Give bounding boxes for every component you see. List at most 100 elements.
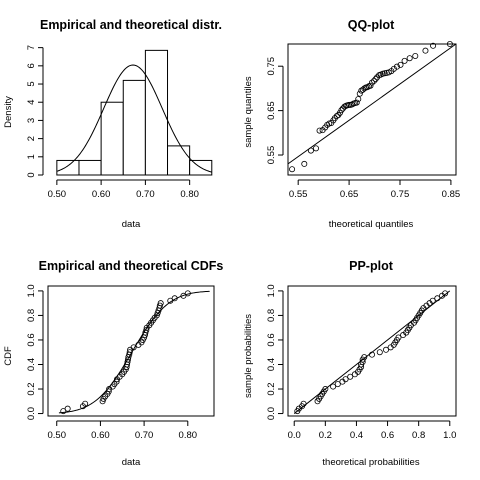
qq-plot-panel: QQ-plot theoretical quantiles sample qua… — [243, 18, 460, 230]
cdf-x-tick-label: 0.60 — [91, 430, 110, 441]
qq-data-point — [316, 127, 323, 134]
cdf-plot-frame — [47, 285, 215, 417]
qq-data-point — [307, 147, 314, 154]
qq-data-point — [446, 41, 453, 48]
cdf-y-tick-label: 0.2 — [26, 382, 37, 395]
cdf-data-point — [64, 405, 71, 412]
density-y-tick-label: 6 — [26, 63, 37, 68]
cdf-data-point — [167, 297, 174, 304]
cdf-title: Empirical and theoretical CDFs — [39, 259, 224, 273]
qq-data-point — [338, 107, 345, 114]
pp-x-tick-label: 0.8 — [412, 430, 425, 441]
density-y-tick-label: 3 — [26, 118, 37, 123]
cdf-panel: Empirical and theoretical CDFs data CDF … — [3, 259, 223, 468]
qq-data-point — [353, 99, 360, 106]
pp-ylabel: sample probabilities — [243, 314, 254, 398]
density-x-tick-label: 0.80 — [180, 189, 199, 200]
qq-data-point — [356, 90, 363, 97]
pp-data-point — [368, 351, 375, 358]
pp-data-point — [361, 354, 368, 361]
density-histogram-bar — [56, 159, 80, 176]
density-xlabel: data — [122, 219, 141, 230]
cdf-data-point — [171, 295, 178, 302]
qq-data-point — [312, 145, 319, 152]
density-y-tick-label: 7 — [26, 45, 37, 50]
pp-y-tick-label: 0.6 — [266, 333, 277, 346]
pp-data-point — [347, 373, 354, 380]
pp-data-point — [322, 386, 329, 393]
qq-data-point — [364, 84, 371, 91]
cdf-data-point — [180, 292, 187, 299]
qq-data-point — [372, 76, 379, 83]
qq-title: QQ-plot — [348, 18, 395, 32]
density-histogram-panel: Empirical and theoretical distr. data De… — [3, 18, 222, 230]
qq-data-point — [367, 82, 374, 89]
pp-data-point — [376, 349, 383, 356]
pp-data-point — [434, 295, 441, 302]
qq-y-tick-label: 0.75 — [266, 57, 277, 76]
qq-data-point — [401, 57, 408, 64]
pp-y-tick-label: 0.0 — [266, 407, 277, 420]
density-y-tick-label: 2 — [26, 136, 37, 141]
qq-data-point — [289, 166, 296, 173]
pp-y-tick-label: 0.2 — [266, 382, 277, 395]
pp-x-tick-label: 0.2 — [319, 430, 332, 441]
qq-x-tick-label: 0.55 — [289, 189, 308, 200]
cdf-data-point — [157, 300, 164, 307]
cdf-xlabel: data — [122, 457, 141, 468]
qq-plot-frame — [287, 43, 457, 176]
cdf-y-tick-label: 0.6 — [26, 333, 37, 346]
cdf-x-tick-label: 0.80 — [179, 430, 198, 441]
pp-data-point — [342, 376, 349, 383]
pp-y-tick-label: 0.8 — [266, 309, 277, 322]
pp-data-point — [442, 290, 449, 297]
density-histogram-bar — [167, 145, 191, 176]
pp-plot-frame — [287, 285, 457, 417]
cdf-data-point — [130, 344, 137, 351]
qq-xlabel: theoretical quantiles — [329, 219, 414, 230]
cdf-y-tick-label: 0.0 — [26, 407, 37, 420]
cdf-data-point — [60, 408, 67, 415]
density-theoretical-curve — [56, 64, 212, 173]
density-y-tick-label: 0 — [26, 172, 37, 177]
pp-xlabel: theoretical probabilities — [322, 457, 419, 468]
qq-x-tick-label: 0.65 — [340, 189, 359, 200]
pp-y-tick-label: 1.0 — [266, 284, 277, 297]
density-x-tick-label: 0.60 — [92, 189, 111, 200]
pp-x-tick-label: 0.4 — [350, 430, 363, 441]
cdf-x-tick-label: 0.50 — [47, 430, 66, 441]
pp-x-tick-label: 0.6 — [381, 430, 394, 441]
density-y-tick-label: 1 — [26, 154, 37, 159]
density-y-tick-label: 5 — [26, 81, 37, 86]
qq-y-tick-label: 0.65 — [266, 101, 277, 120]
pp-x-tick-label: 1.0 — [443, 430, 456, 441]
qq-data-point — [430, 42, 437, 49]
qq-y-tick-label: 0.55 — [266, 146, 277, 165]
qq-reference-line — [287, 43, 457, 165]
qq-data-point — [406, 55, 413, 62]
cdf-theoretical-curve — [58, 290, 210, 414]
pp-data-point — [382, 346, 389, 353]
cdf-ylabel: CDF — [3, 346, 14, 366]
pp-y-tick-label: 0.4 — [266, 358, 277, 371]
cdf-data-point — [113, 378, 120, 385]
cdf-y-tick-label: 0.4 — [26, 358, 37, 371]
qq-data-point — [301, 160, 308, 167]
pp-data-point — [300, 400, 307, 407]
cdf-data-point — [184, 290, 191, 297]
cdf-y-tick-label: 1.0 — [26, 284, 37, 297]
pp-title: PP-plot — [349, 259, 394, 273]
density-histogram-bar — [122, 79, 146, 176]
density-histogram-bar — [144, 49, 169, 176]
pp-data-point — [330, 383, 337, 390]
qq-ylabel: sample quantiles — [243, 76, 254, 148]
cdf-data-point — [126, 349, 133, 356]
density-histogram-bar — [100, 101, 124, 176]
cdf-y-tick-label: 0.8 — [26, 309, 37, 322]
qq-data-point — [412, 52, 419, 59]
qq-data-point — [397, 61, 404, 68]
qq-data-point — [393, 63, 400, 70]
density-title: Empirical and theoretical distr. — [40, 18, 222, 32]
density-histogram-bar — [78, 159, 102, 176]
